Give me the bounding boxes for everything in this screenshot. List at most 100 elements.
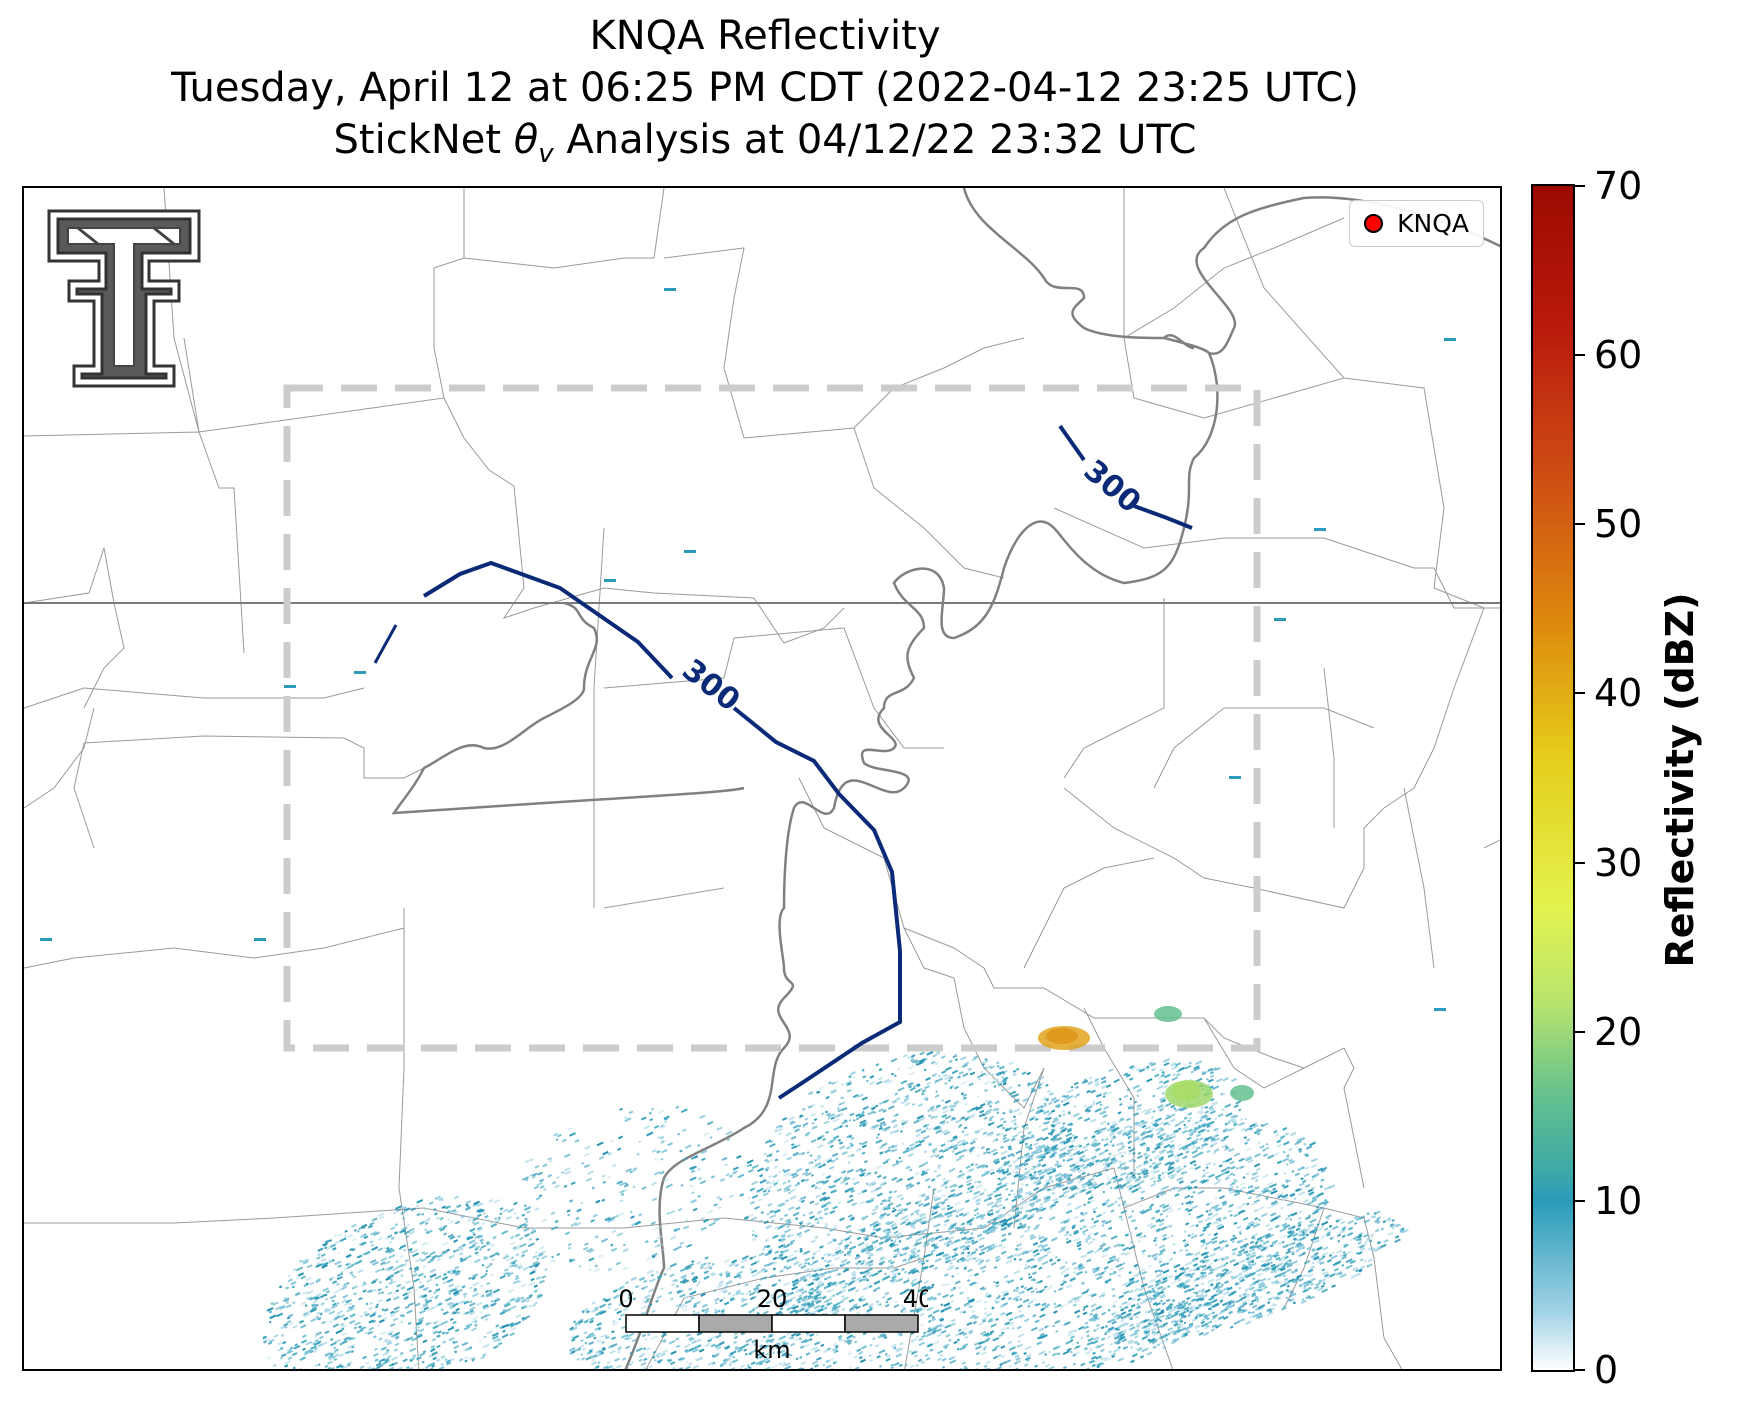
reflectivity-echo [1173,1269,1178,1273]
reflectivity-echo [396,1283,402,1288]
reflectivity-echo [347,1262,352,1266]
reflectivity-echo [935,1223,941,1228]
reflectivity-echo [1089,1164,1093,1168]
reflectivity-echo [861,1068,865,1072]
reflectivity-echo [1253,1163,1261,1168]
reflectivity-echo [1277,1194,1283,1199]
reflectivity-echo [1034,1364,1039,1368]
reflectivity-echo [769,1214,777,1219]
reflectivity-echo [1066,1202,1072,1207]
reflectivity-echo [916,1212,920,1215]
reflectivity-echo [1158,1218,1165,1223]
reflectivity-echo [597,1361,601,1365]
reflectivity-echo [1027,1304,1031,1308]
reflectivity-echo [724,1259,730,1264]
reflectivity-echo [1006,1086,1013,1091]
reflectivity-echo [1095,1305,1102,1310]
reflectivity-echo [875,1136,879,1140]
reflectivity-echo [837,1334,843,1339]
reflectivity-echo [1247,1259,1255,1264]
reflectivity-echo [480,1316,484,1320]
reflectivity-echo [823,1259,828,1263]
reflectivity-echo [1037,1256,1042,1261]
reflectivity-echo [1093,1248,1101,1254]
reflectivity-echo [349,1302,353,1306]
reflectivity-echo [421,1360,425,1364]
reflectivity-echo [1291,1252,1295,1256]
reflectivity-echo [856,1348,862,1353]
reflectivity-echo [932,1340,940,1346]
reflectivity-echo [996,1203,1003,1208]
reflectivity-echo [928,1114,932,1118]
reflectivity-echo [934,1094,940,1098]
reflectivity-echo [1031,1080,1038,1085]
reflectivity-echo [309,1281,315,1286]
reflectivity-echo [1089,1312,1094,1316]
reflectivity-echo [281,1333,285,1337]
reflectivity-echo [1219,1195,1225,1200]
reflectivity-echo [589,1317,595,1321]
reflectivity-echo [1015,1286,1020,1290]
reflectivity-echo [1005,1311,1013,1317]
reflectivity-echo [1063,1321,1071,1326]
reflectivity-echo [976,1212,980,1215]
reflectivity-echo [838,1102,843,1106]
reflectivity-echo [804,1178,810,1182]
map-panel[interactable]: 300 300 KNQA 0 20 40 km [22,186,1502,1371]
reflectivity-echo [1103,1293,1106,1297]
reflectivity-echo [449,1254,456,1259]
reflectivity-echo [890,1260,895,1265]
reflectivity-echo [711,1262,715,1266]
reflectivity-echo [1110,1209,1115,1213]
reflectivity-echo [490,1299,494,1303]
reflectivity-echo [1075,1204,1082,1210]
reflectivity-echo [302,1334,307,1338]
reflectivity-echo [406,1286,414,1291]
reflectivity-echo [891,1144,898,1149]
reflectivity-echo [277,1341,283,1346]
reflectivity-echo [1242,1216,1249,1221]
reflectivity-echo [979,1259,985,1264]
reflectivity-echo [1019,1234,1025,1239]
reflectivity-echo [1139,1278,1145,1283]
reflectivity-echo [860,1261,865,1266]
reflectivity-echo [1033,1252,1041,1258]
reflectivity-echo [1162,1322,1169,1327]
reflectivity-echo [986,1247,994,1253]
reflectivity-echo [861,1151,866,1155]
reflectivity-echo [1054,1200,1059,1205]
reflectivity-echo [765,1337,770,1341]
reflectivity-echo [371,1370,377,1371]
reflectivity-echo [1129,1232,1133,1236]
reflectivity-echo [487,1248,491,1252]
reflectivity-echo [1108,1152,1112,1156]
reflectivity-echo [332,1289,339,1295]
reflectivity-echo [1117,1357,1124,1362]
reflectivity-echo [820,1343,825,1348]
reflectivity-echo [909,1309,914,1313]
reflectivity-echo [509,1235,515,1240]
reflectivity-echo [1040,1307,1045,1312]
reflectivity-echo [857,1351,864,1356]
reflectivity-echo [384,1260,391,1266]
reflectivity-echo [1276,1160,1283,1165]
reflectivity-echo [792,1124,799,1129]
reflectivity-echo [927,1126,934,1131]
reflectivity-echo [1134,1226,1138,1230]
reflectivity-echo [1038,1234,1041,1238]
reflectivity-echo [1100,1337,1106,1341]
reflectivity-echo [841,1263,847,1268]
reflectivity-echo [940,1207,946,1211]
reflectivity-echo [1117,1346,1121,1350]
reflectivity-echo [480,1244,487,1249]
reflectivity-echo [956,1368,963,1369]
reflectivity-echo [1144,1310,1149,1314]
reflectivity-echo [790,1291,794,1295]
reflectivity-echo [1202,1168,1206,1172]
reflectivity-echo [1215,1207,1223,1212]
reflectivity-echo [794,1337,799,1342]
reflectivity-echo [1118,1131,1122,1135]
reflectivity-echo [1302,1199,1309,1204]
reflectivity-echo [495,1324,500,1328]
reflectivity-echo [810,1112,816,1117]
